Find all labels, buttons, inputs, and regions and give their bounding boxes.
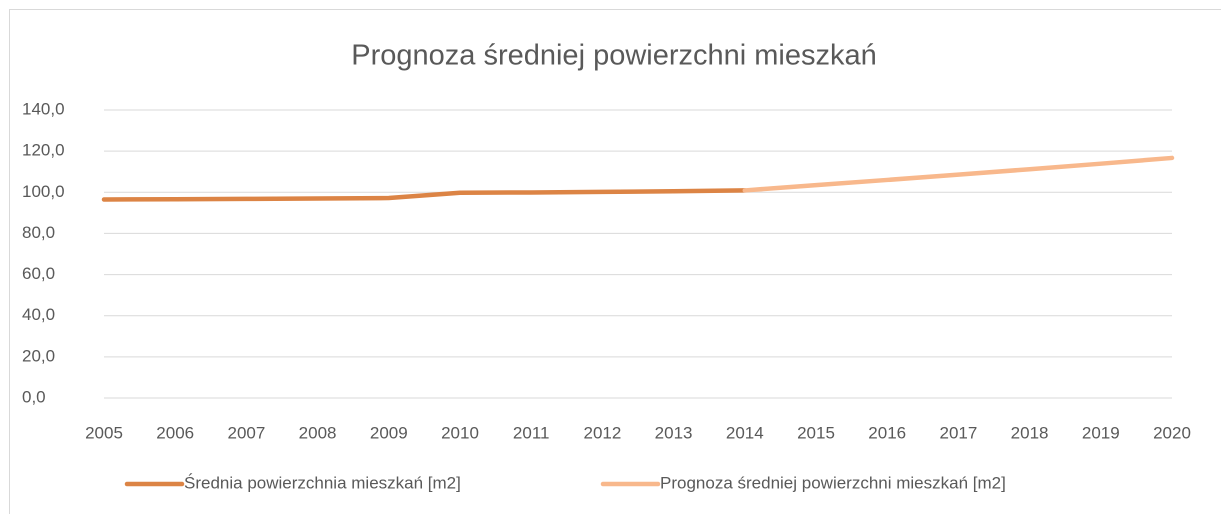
y-tick-label: 20,0	[22, 346, 55, 365]
x-tick-label: 2012	[583, 423, 621, 442]
x-tick-label: 2005	[85, 423, 123, 442]
x-tick-label: 2014	[726, 423, 764, 442]
x-tick-label: 2010	[441, 423, 479, 442]
series-line	[742, 155, 1175, 193]
y-tick-label: 140,0	[22, 99, 65, 118]
x-tick-label: 2017	[939, 423, 977, 442]
x-tick-label: 2007	[227, 423, 265, 442]
x-tick-label: 2016	[868, 423, 906, 442]
x-tick-label: 2011	[513, 423, 550, 442]
x-tick-label: 2013	[655, 423, 693, 442]
y-tick-label: 0,0	[22, 387, 46, 406]
chart-title: Prognoza średniej powierzchni mieszkań	[351, 40, 876, 72]
legend-label: Prognoza średniej powierzchni mieszkań […	[660, 473, 1006, 492]
x-tick-label: 2006	[156, 423, 194, 442]
y-tick-label: 40,0	[22, 305, 55, 324]
x-tick-label: 2020	[1153, 423, 1191, 442]
y-tick-label: 80,0	[22, 223, 55, 242]
x-tick-label: 2008	[299, 423, 337, 442]
x-tick-label: 2015	[797, 423, 835, 442]
legend-label: Średnia powierzchnia mieszkań [m2]	[184, 473, 461, 492]
y-tick-label: 120,0	[22, 141, 65, 160]
y-tick-label: 60,0	[22, 264, 55, 283]
series-line	[101, 188, 748, 202]
chart-frame	[9, 9, 1221, 514]
y-tick-label: 100,0	[22, 182, 65, 201]
x-tick-label: 2018	[1011, 423, 1049, 442]
x-tick-label: 2009	[370, 423, 408, 442]
x-tick-label: 2019	[1082, 423, 1120, 442]
